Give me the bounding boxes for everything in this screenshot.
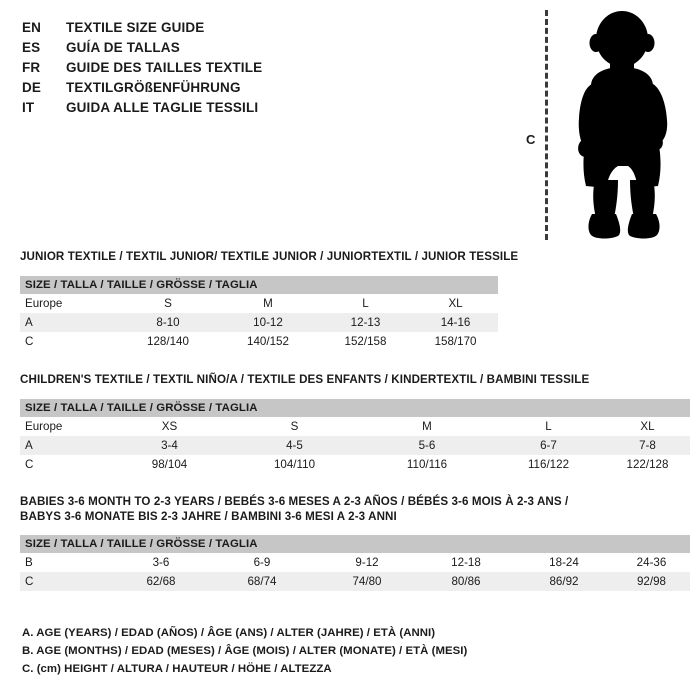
cell-value: 5-6 [362, 436, 492, 455]
section-title-babies-line1: BABIES 3-6 MONTH TO 2-3 YEARS / BEBÉS 3-… [20, 495, 569, 508]
cell-value: 3-6 [115, 553, 207, 572]
section-title-junior: JUNIOR TEXTILE / TEXTIL JUNIOR/ TEXTILE … [20, 250, 519, 263]
row-label-c: C [20, 332, 118, 351]
row-label-a: A [20, 313, 118, 332]
cell-value: 18-24 [515, 553, 613, 572]
table-size-bar-junior: SIZE / TALLA / TAILLE / GRÖSSE / TAGLIA [20, 276, 499, 294]
row-label-b: B [20, 553, 115, 572]
cell-value: 8-10 [118, 313, 218, 332]
language-code-en: EN [22, 20, 41, 35]
col-header-xs: XS [112, 417, 227, 436]
cell-value: 116/122 [492, 455, 605, 474]
language-row: ES GUÍA DE TALLAS [22, 40, 262, 60]
table-children: SIZE / TALLA / TAILLE / GRÖSSE / TAGLIA … [20, 399, 690, 474]
col-header-m: M [218, 294, 318, 313]
table-row: C 98/104 104/110 110/116 116/122 122/128 [20, 455, 690, 474]
table-size-bar-babies: SIZE / TALLA / TAILLE / GRÖSSE / TAGLIA [20, 535, 690, 553]
col-header-xl: XL [605, 417, 690, 436]
cell-value: 62/68 [115, 572, 207, 591]
cell-value: 80/86 [417, 572, 515, 591]
language-code-fr: FR [22, 60, 41, 75]
table-row: A 8-10 10-12 12-13 14-16 [20, 313, 499, 332]
table-babies: SIZE / TALLA / TAILLE / GRÖSSE / TAGLIA … [20, 535, 690, 591]
table-row-header-children: Europe XS S M L XL [20, 417, 690, 436]
cell-value: 10-12 [218, 313, 318, 332]
cell-value: 74/80 [317, 572, 417, 591]
cell-value: 98/104 [112, 455, 227, 474]
cell-value: 158/170 [413, 332, 499, 351]
table-junior: SIZE / TALLA / TAILLE / GRÖSSE / TAGLIA … [20, 276, 499, 351]
language-code-es: ES [22, 40, 41, 55]
language-title-es: GUÍA DE TALLAS [66, 40, 180, 55]
language-title-en: TEXTILE SIZE GUIDE [66, 20, 205, 35]
language-row: IT GUIDA ALLE TAGLIE TESSILI [22, 100, 262, 120]
size-bar-label: SIZE / TALLA / TAILLE / GRÖSSE / TAGLIA [20, 399, 690, 417]
col-header-s: S [227, 417, 362, 436]
cell-value: 14-16 [413, 313, 499, 332]
language-row: FR GUIDE DES TAILLES TEXTILE [22, 60, 262, 80]
col-header-s: S [118, 294, 218, 313]
cell-value: 9-12 [317, 553, 417, 572]
cell-value: 104/110 [227, 455, 362, 474]
cell-value: 6-7 [492, 436, 605, 455]
height-measure-dashed-line [545, 10, 548, 240]
cell-value: 152/158 [318, 332, 413, 351]
cell-value: 7-8 [605, 436, 690, 455]
cell-value: 24-36 [613, 553, 690, 572]
cell-value: 92/98 [613, 572, 690, 591]
row-label-c: C [20, 572, 115, 591]
table-size-bar-children: SIZE / TALLA / TAILLE / GRÖSSE / TAGLIA [20, 399, 690, 417]
language-title-block: EN TEXTILE SIZE GUIDE ES GUÍA DE TALLAS … [22, 20, 262, 120]
table-row: C 128/140 140/152 152/158 158/170 [20, 332, 499, 351]
cell-value: 12-18 [417, 553, 515, 572]
language-code-it: IT [22, 100, 35, 115]
row-label-a: A [20, 436, 112, 455]
table-row-header-junior: Europe S M L XL [20, 294, 499, 313]
cell-value: 122/128 [605, 455, 690, 474]
language-row: EN TEXTILE SIZE GUIDE [22, 20, 262, 40]
cell-value: 3-4 [112, 436, 227, 455]
row-label-c: C [20, 455, 112, 474]
language-title-de: TEXTILGRÖßENFÜHRUNG [66, 80, 241, 95]
table-row: C 62/68 68/74 74/80 80/86 86/92 92/98 [20, 572, 690, 591]
row-label-europe: Europe [20, 417, 112, 436]
height-measure-label: C [526, 132, 536, 147]
language-row: DE TEXTILGRÖßENFÜHRUNG [22, 80, 262, 100]
col-header-l: L [492, 417, 605, 436]
legend-line-a: A. AGE (YEARS) / EDAD (AÑOS) / ÂGE (ANS)… [22, 627, 436, 639]
cell-value: 6-9 [207, 553, 317, 572]
cell-value: 12-13 [318, 313, 413, 332]
cell-value: 128/140 [118, 332, 218, 351]
legend-block: A. AGE (YEARS) / EDAD (AÑOS) / ÂGE (ANS)… [22, 624, 467, 678]
height-measure-figure: C [512, 6, 700, 246]
size-bar-label: SIZE / TALLA / TAILLE / GRÖSSE / TAGLIA [20, 535, 690, 553]
cell-value: 4-5 [227, 436, 362, 455]
section-children: CHILDREN'S TEXTILE / TEXTIL NIÑO/A / TEX… [20, 372, 690, 474]
col-header-xl: XL [413, 294, 499, 313]
cell-value: 110/116 [362, 455, 492, 474]
table-row: B 3-6 6-9 9-12 12-18 18-24 24-36 [20, 553, 690, 572]
col-header-m: M [362, 417, 492, 436]
col-header-l: L [318, 294, 413, 313]
legend-line-c: C. (cm) HEIGHT / ALTURA / HAUTEUR / HÖHE… [22, 663, 332, 675]
legend-line-b: B. AGE (MONTHS) / EDAD (MESES) / ÂGE (MO… [22, 645, 468, 657]
language-code-de: DE [22, 80, 41, 95]
cell-value: 140/152 [218, 332, 318, 351]
toddler-silhouette-icon [578, 11, 668, 239]
section-title-babies-line2: BABYS 3-6 MONATE BIS 2-3 JAHRE / BAMBINI… [20, 510, 397, 523]
size-bar-label: SIZE / TALLA / TAILLE / GRÖSSE / TAGLIA [20, 276, 499, 294]
row-label-europe: Europe [20, 294, 118, 313]
section-junior: JUNIOR TEXTILE / TEXTIL JUNIOR/ TEXTILE … [20, 249, 518, 351]
cell-value: 86/92 [515, 572, 613, 591]
table-row: A 3-4 4-5 5-6 6-7 7-8 [20, 436, 690, 455]
section-title-children: CHILDREN'S TEXTILE / TEXTIL NIÑO/A / TEX… [20, 372, 690, 387]
section-babies: BABIES 3-6 MONTH TO 2-3 YEARS / BEBÉS 3-… [20, 494, 690, 591]
cell-value: 68/74 [207, 572, 317, 591]
section-title-children-text: CHILDREN'S TEXTILE / TEXTIL NIÑO/A / TEX… [20, 373, 590, 386]
language-title-fr: GUIDE DES TAILLES TEXTILE [66, 60, 263, 75]
language-title-it: GUIDA ALLE TAGLIE TESSILI [66, 100, 259, 115]
